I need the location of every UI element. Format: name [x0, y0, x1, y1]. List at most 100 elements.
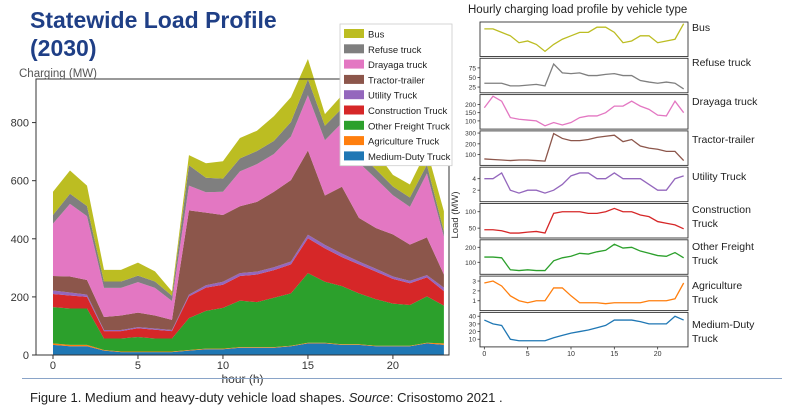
panel-x-tick-label: 20	[654, 351, 662, 358]
panel-y-tick-label: 3	[472, 279, 476, 286]
x-tick-label: 5	[135, 360, 141, 372]
panel-y-tick-label: 75	[469, 65, 477, 72]
legend-label: Construction Truck	[368, 106, 447, 117]
panel-frame	[479, 311, 689, 348]
panel-name-label: Truck	[692, 294, 719, 306]
panel-y-tick-label: 200	[465, 102, 476, 109]
y-tick-label: 600	[11, 176, 29, 188]
panel-line-construction-truck	[484, 207, 684, 234]
panel-frame	[479, 203, 689, 239]
panel-frame	[479, 130, 689, 166]
panel-frame	[479, 275, 689, 312]
legend-swatch	[344, 105, 364, 115]
caption-text: Figure 1. Medium and heavy-duty vehicle …	[30, 390, 349, 405]
panel-y-axis-label: Load (MW)	[450, 192, 461, 239]
panel-y-tick-label: 200	[465, 245, 476, 252]
panel-frame	[479, 21, 689, 57]
panel-name-label: Utility Truck	[692, 171, 747, 183]
panel-name-label: Construction	[692, 204, 751, 216]
panel-frame	[479, 239, 689, 275]
panel-x-tick-label: 15	[610, 351, 618, 358]
panel-y-tick-label: 100	[465, 152, 476, 159]
panel-name-label: Truck	[692, 218, 719, 230]
panel-name-label: Drayaga truck	[692, 96, 758, 108]
panel-y-tick-label: 200	[465, 141, 476, 148]
panel-y-tick-label: 150	[465, 110, 476, 117]
panel-y-tick-label: 300	[465, 131, 476, 138]
small-multiples-title: Hourly charging load profile by vehicle …	[468, 4, 688, 16]
legend-swatch	[344, 90, 364, 100]
caption-source-word: Source	[348, 390, 390, 405]
panel-name-label: Refuse truck	[692, 57, 752, 69]
y-tick-label: 0	[23, 350, 29, 362]
panel-name-label: Other Freight	[692, 241, 754, 253]
caption-citation: : Crisostomo 2021 .	[389, 390, 503, 405]
legend-swatch	[344, 120, 364, 130]
caption-divider	[22, 378, 782, 379]
y-tick-label: 200	[11, 292, 29, 304]
panel-frame	[479, 57, 689, 94]
legend-swatch	[344, 44, 364, 54]
legend-label: Bus	[368, 30, 385, 41]
legend-label: Refuse truck	[368, 45, 422, 56]
panel-name-label: Bus	[692, 22, 710, 34]
x-tick-label: 20	[387, 360, 399, 372]
panel-y-tick-label: 50	[469, 226, 477, 233]
main-plot-border	[35, 78, 450, 356]
legend-swatch	[344, 136, 364, 146]
legend-label: Other Freight Truck	[368, 121, 450, 132]
panel-y-tick-label: 2	[472, 188, 476, 195]
panel-name-label: Medium-Duty	[692, 319, 755, 331]
panel-line-medium-duty-truck	[484, 315, 684, 342]
x-axis-label: hour (h)	[221, 372, 263, 386]
x-tick-label: 0	[50, 360, 56, 372]
panel-y-tick-label: 100	[465, 209, 476, 216]
panel-line-tractor-trailer	[484, 132, 685, 162]
figure-caption: Figure 1. Medium and heavy-duty vehicle …	[30, 390, 503, 405]
legend-label: Drayaga truck	[368, 60, 427, 71]
area-other-freight-truck	[52, 273, 444, 352]
page-title-line1: Statewide Load Profile	[30, 7, 277, 33]
panel-name-label: Truck	[692, 333, 719, 345]
panel-y-tick-label: 50	[469, 75, 477, 82]
area-tractor-trailer	[52, 150, 444, 331]
panel-y-tick-label: 100	[465, 118, 476, 125]
panel-y-tick-label: 30	[469, 321, 477, 328]
legend-swatch	[344, 59, 364, 69]
panel-name-label: Tractor-trailer	[692, 134, 755, 146]
panel-y-tick-label: 20	[469, 329, 477, 336]
page-title-line2: (2030)	[30, 35, 97, 61]
area-construction-truck	[52, 238, 444, 339]
legend-label: Utility Truck	[368, 91, 417, 102]
panel-x-tick-label: 0	[482, 351, 486, 358]
panel-frame	[479, 94, 689, 130]
panel-name-label: Truck	[692, 255, 719, 267]
panel-y-tick-label: 2	[472, 288, 476, 295]
panel-y-tick-label: 4	[472, 176, 476, 183]
x-tick-label: 15	[302, 360, 314, 372]
legend-swatch	[344, 74, 364, 84]
legend-label: Medium-Duty Truck	[368, 152, 451, 163]
panel-line-bus	[484, 23, 685, 53]
panel-x-tick-label: 10	[567, 351, 575, 358]
panel-name-label: Agriculture	[692, 280, 742, 292]
area-agriculture-truck	[52, 342, 444, 353]
panel-y-tick-label: 1	[472, 298, 476, 305]
panel-line-drayaga-truck	[483, 95, 685, 127]
panel-y-tick-label: 25	[469, 85, 477, 92]
y-tick-label: 400	[11, 234, 29, 246]
x-tick-label: 10	[217, 360, 229, 372]
page-title: Statewide Load Profile (2030)	[30, 6, 330, 62]
y-tick-label: 800	[11, 118, 29, 130]
panel-x-tick-label: 5	[526, 351, 530, 358]
y-axis-label: Charging (MW)	[19, 68, 97, 80]
legend-swatch	[344, 151, 364, 161]
panel-y-tick-label: 40	[469, 314, 477, 321]
panel-line-utility-truck	[484, 172, 684, 194]
legend-label: Agriculture Truck	[368, 137, 440, 148]
legend-label: Tractor-trailer	[368, 75, 425, 86]
panel-y-tick-label: 10	[469, 337, 477, 344]
panel-y-tick-label: 100	[465, 260, 476, 267]
panel-line-refuse-truck	[484, 62, 685, 90]
